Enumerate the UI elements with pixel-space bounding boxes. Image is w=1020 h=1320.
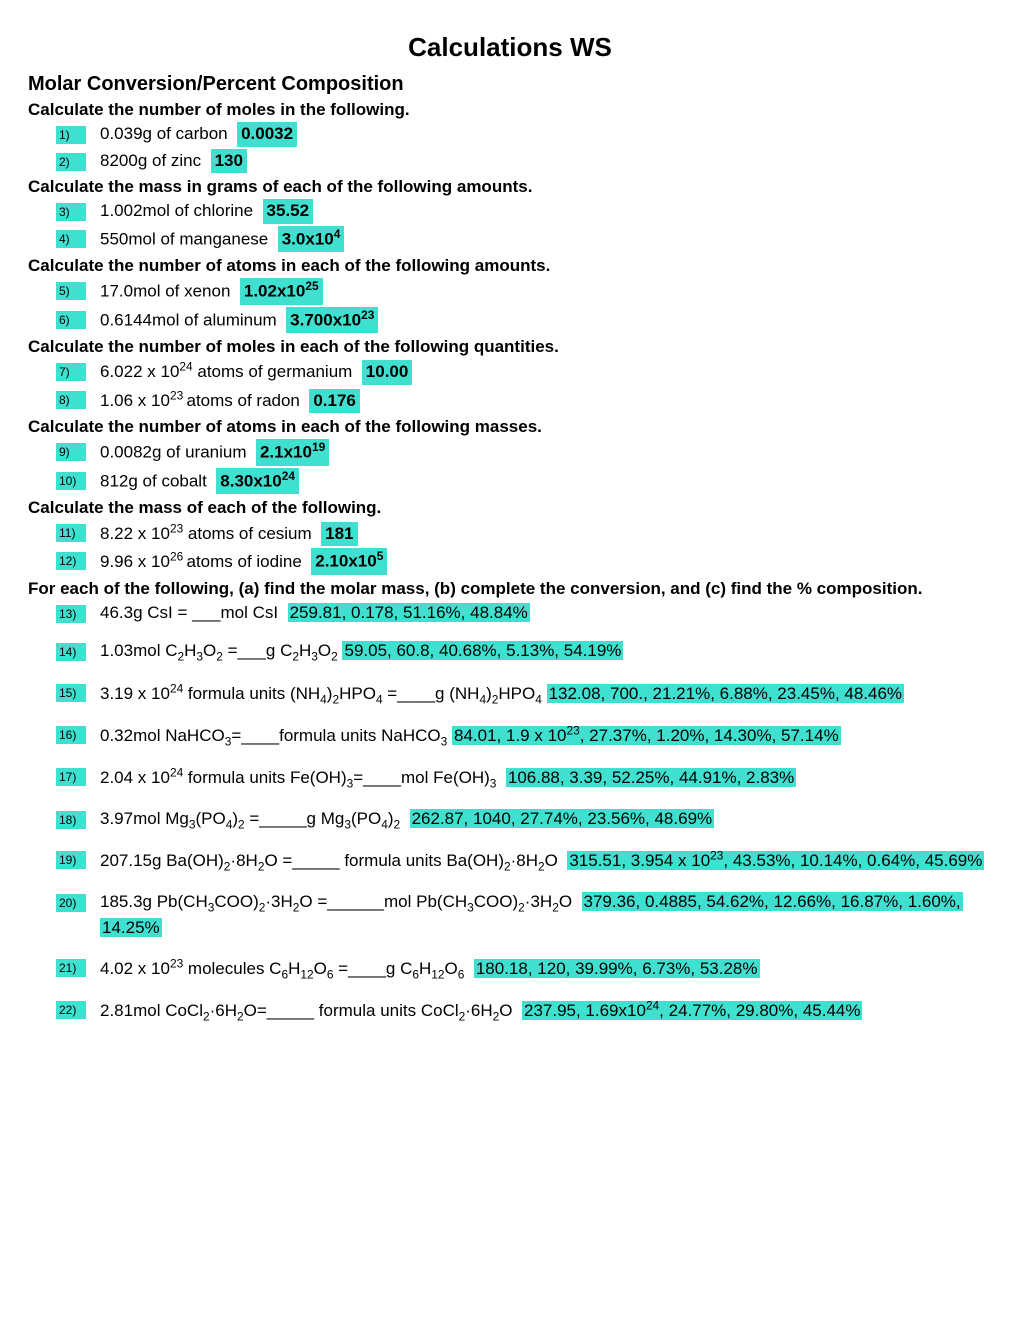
question-1: 1) 0.039g of carbon 0.0032 xyxy=(56,122,992,147)
item-number: 22) xyxy=(56,1001,86,1019)
instruction-long: For each of the following, (a) find the … xyxy=(28,579,992,599)
item-number: 7) xyxy=(56,363,86,381)
answer: 262.87, 1040, 27.74%, 23.56%, 48.69% xyxy=(410,809,715,828)
question-text: 185.3g Pb(CH3COO)2·3H2O =______mol Pb(CH… xyxy=(100,892,572,911)
question-15: 15) 3.19 x 1024 formula units (NH4)2HPO4… xyxy=(56,680,992,708)
item-number: 16) xyxy=(56,726,86,744)
item-number: 11) xyxy=(56,524,86,542)
item-number: 17) xyxy=(56,768,86,786)
question-3: 3) 1.002mol of chlorine 35.52 xyxy=(56,199,992,224)
item-number: 8) xyxy=(56,391,86,409)
question-text: 46.3g CsI = ___mol CsI xyxy=(100,603,278,622)
item-number: 13) xyxy=(56,605,86,623)
question-text: 4.02 x 1023 molecules C6H12O6 =____g C6H… xyxy=(100,959,464,978)
item-number: 14) xyxy=(56,643,86,661)
item-number: 18) xyxy=(56,811,86,829)
answer: 0.176 xyxy=(309,389,360,414)
question-text: 550mol of manganese xyxy=(100,230,268,249)
answer: 2.10x105 xyxy=(311,548,387,574)
answer: 59.05, 60.8, 40.68%, 5.13%, 54.19% xyxy=(342,641,623,660)
question-14: 14) 1.03mol C2H3O2 =___g C2H3O2 59.05, 6… xyxy=(56,639,992,666)
instruction-moles: Calculate the number of moles in the fol… xyxy=(28,100,992,120)
question-17: 17) 2.04 x 1024 formula units Fe(OH)3=__… xyxy=(56,764,992,792)
section-heading: Molar Conversion/Percent Composition xyxy=(28,73,992,96)
question-16: 16) 0.32mol NaHCO3=____formula units NaH… xyxy=(56,722,992,750)
question-text: 3.97mol Mg3(PO4)2 =_____g Mg3(PO4)2 xyxy=(100,809,400,828)
answer: 132.08, 700., 21.21%, 6.88%, 23.45%, 48.… xyxy=(547,684,905,703)
answer: 106.88, 3.39, 52.25%, 44.91%, 2.83% xyxy=(506,768,796,787)
item-number: 3) xyxy=(56,203,86,221)
question-6: 6) 0.6144mol of aluminum 3.700x1023 xyxy=(56,307,992,333)
question-text: 17.0mol of xenon xyxy=(100,282,230,301)
question-text: 8.22 x 1023 atoms of cesium xyxy=(100,524,312,543)
answer: 2.1x1019 xyxy=(256,439,329,465)
answer: 10.00 xyxy=(362,360,413,385)
item-number: 19) xyxy=(56,851,86,869)
item-number: 10) xyxy=(56,472,86,490)
answer: 181 xyxy=(321,522,357,547)
answer: 237.95, 1.69x1024, 24.77%, 29.80%, 45.44… xyxy=(522,1001,863,1020)
answer: 3.0x104 xyxy=(278,226,345,252)
answer: 0.0032 xyxy=(237,122,297,147)
item-number: 2) xyxy=(56,153,86,171)
question-13: 13) 46.3g CsI = ___mol CsI 259.81, 0.178… xyxy=(56,601,992,626)
question-text: 812g of cobalt xyxy=(100,471,207,490)
item-number: 9) xyxy=(56,443,86,461)
answer: 315.51, 3.954 x 1023, 43.53%, 10.14%, 0.… xyxy=(567,851,984,870)
question-text: 0.32mol NaHCO3=____formula units NaHCO3 xyxy=(100,726,447,745)
instruction-mass-grams: Calculate the mass in grams of each of t… xyxy=(28,177,992,197)
item-number: 21) xyxy=(56,959,86,977)
question-text: 2.04 x 1024 formula units Fe(OH)3=____mo… xyxy=(100,768,496,787)
instruction-atoms-masses: Calculate the number of atoms in each of… xyxy=(28,417,992,437)
instruction-mass-each: Calculate the mass of each of the follow… xyxy=(28,498,992,518)
item-number: 4) xyxy=(56,230,86,248)
page-title: Calculations WS xyxy=(28,32,992,63)
question-text: 1.002mol of chlorine xyxy=(100,201,253,220)
question-4: 4) 550mol of manganese 3.0x104 xyxy=(56,226,992,252)
item-number: 6) xyxy=(56,311,86,329)
question-10: 10) 812g of cobalt 8.30x1024 xyxy=(56,468,992,494)
question-5: 5) 17.0mol of xenon 1.02x1025 xyxy=(56,278,992,304)
answer: 84.01, 1.9 x 1023, 27.37%, 1.20%, 14.30%… xyxy=(452,726,841,745)
answer: 130 xyxy=(211,149,247,174)
answer: 259.81, 0.178, 51.16%, 48.84% xyxy=(288,603,530,622)
question-text: 9.96 x 1026 atoms of iodine xyxy=(100,552,302,571)
question-text: 0.039g of carbon xyxy=(100,124,228,143)
instruction-atoms-amounts: Calculate the number of atoms in each of… xyxy=(28,256,992,276)
question-text: 8200g of zinc xyxy=(100,151,201,170)
instruction-moles-quantities: Calculate the number of moles in each of… xyxy=(28,337,992,357)
answer: 1.02x1025 xyxy=(240,278,323,304)
question-22: 22) 2.81mol CoCl2·6H2O=_____ formula uni… xyxy=(56,997,992,1025)
question-2: 2) 8200g of zinc 130 xyxy=(56,149,992,174)
item-number: 1) xyxy=(56,126,86,144)
answer: 180.18, 120, 39.99%, 6.73%, 53.28% xyxy=(474,959,760,978)
question-text: 1.03mol C2H3O2 =___g C2H3O2 xyxy=(100,641,338,660)
question-text: 6.022 x 1024 atoms of germanium xyxy=(100,362,352,381)
item-number: 20) xyxy=(56,894,86,912)
question-7: 7) 6.022 x 1024 atoms of germanium 10.00 xyxy=(56,359,992,385)
question-text: 1.06 x 1023 atoms of radon xyxy=(100,391,300,410)
question-20: 20) 185.3g Pb(CH3COO)2·3H2O =______mol P… xyxy=(56,890,992,941)
answer: 3.700x1023 xyxy=(286,307,378,333)
item-number: 12) xyxy=(56,552,86,570)
question-8: 8) 1.06 x 1023 atoms of radon 0.176 xyxy=(56,387,992,413)
question-12: 12) 9.96 x 1026 atoms of iodine 2.10x105 xyxy=(56,548,992,574)
question-text: 0.0082g of uranium xyxy=(100,443,247,462)
question-text: 0.6144mol of aluminum xyxy=(100,310,277,329)
item-number: 5) xyxy=(56,282,86,300)
item-number: 15) xyxy=(56,684,86,702)
answer: 8.30x1024 xyxy=(216,468,299,494)
question-11: 11) 8.22 x 1023 atoms of cesium 181 xyxy=(56,520,992,546)
question-9: 9) 0.0082g of uranium 2.1x1019 xyxy=(56,439,992,465)
question-18: 18) 3.97mol Mg3(PO4)2 =_____g Mg3(PO4)2 … xyxy=(56,807,992,834)
question-text: 207.15g Ba(OH)2·8H2O =_____ formula unit… xyxy=(100,851,558,870)
answer: 35.52 xyxy=(263,199,314,224)
question-text: 3.19 x 1024 formula units (NH4)2HPO4 =__… xyxy=(100,684,542,703)
question-text: 2.81mol CoCl2·6H2O=_____ formula units C… xyxy=(100,1001,513,1020)
question-21: 21) 4.02 x 1023 molecules C6H12O6 =____g… xyxy=(56,955,992,983)
question-19: 19) 207.15g Ba(OH)2·8H2O =_____ formula … xyxy=(56,847,992,875)
